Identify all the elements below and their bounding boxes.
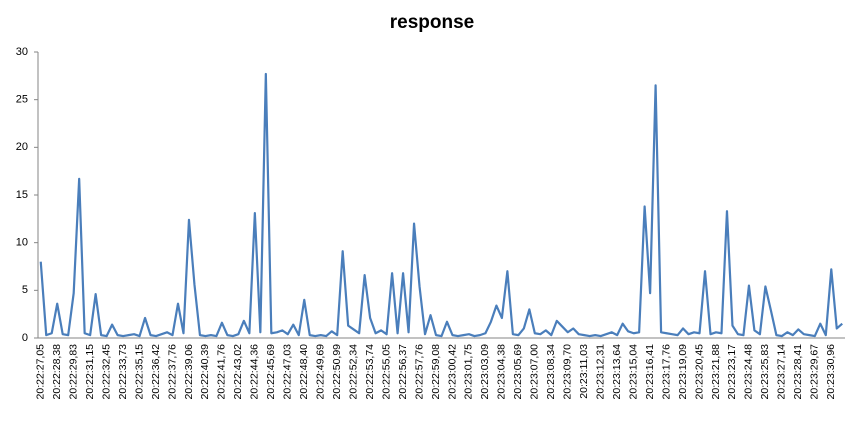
x-tick-label: 20:23:29,67	[809, 344, 821, 400]
x-tick-label: 20:23:11,03	[578, 344, 590, 399]
y-tick-label: 25	[16, 94, 28, 106]
x-tick-label: 20:23:04,38	[496, 344, 508, 400]
x-tick-label: 20:22:41,76	[216, 344, 228, 400]
x-tick-label: 20:22:52,34	[347, 344, 359, 400]
x-tick-label: 20:23:13,64	[611, 344, 623, 400]
x-tick-label: 20:22:35,15	[133, 344, 145, 400]
x-tick-label: 20:23:09,70	[562, 344, 574, 400]
y-tick-label: 20	[16, 141, 28, 153]
x-tick-label: 20:22:48,40	[298, 344, 310, 400]
x-tick-label: 20:22:44,36	[249, 344, 261, 400]
x-tick-label: 20:22:56,37	[397, 344, 409, 400]
x-tick-label: 20:22:31,15	[84, 344, 96, 400]
y-tick-label: 0	[22, 332, 28, 344]
y-tick-label: 10	[16, 237, 28, 249]
x-tick-label: 20:22:28,38	[51, 344, 63, 400]
x-tick-label: 20:22:33,73	[117, 344, 129, 400]
x-tick-label: 20:23:30,96	[825, 344, 837, 400]
x-tick-label: 20:23:00,42	[446, 344, 458, 400]
x-tick-label: 20:22:27,05	[35, 344, 47, 400]
y-tick-label: 30	[16, 46, 28, 58]
y-tick-label: 15	[16, 189, 28, 201]
x-tick-label: 20:23:19,09	[677, 344, 689, 400]
x-tick-label: 20:23:05,69	[512, 344, 524, 400]
x-tick-label: 20:23:07,00	[529, 344, 541, 400]
x-tick-label: 20:23:16,41	[644, 344, 656, 400]
x-tick-label: 20:22:49,69	[315, 344, 327, 400]
x-tick-label: 20:22:45,69	[265, 344, 277, 400]
x-tick-label: 20:23:28,41	[792, 344, 804, 400]
x-tick-label: 20:22:50,99	[331, 344, 343, 400]
y-tick-label: 5	[22, 284, 28, 296]
x-tick-label: 20:22:40,39	[199, 344, 211, 400]
x-tick-label: 20:23:15,04	[627, 344, 639, 400]
x-tick-label: 20:23:23,17	[726, 344, 738, 400]
x-tick-label: 20:23:21,88	[710, 344, 722, 400]
x-tick-label: 20:22:57,76	[413, 344, 425, 400]
x-tick-label: 20:23:27,14	[776, 344, 788, 400]
x-tick-label: 20:23:24,48	[743, 344, 755, 400]
x-tick-label: 20:23:25,83	[759, 344, 771, 400]
x-tick-label: 20:22:53,74	[364, 344, 376, 400]
chart-title: response	[390, 12, 474, 33]
x-tick-label: 20:23:12,31	[594, 344, 606, 400]
x-tick-label: 20:22:47,03	[282, 344, 294, 400]
x-tick-label: 20:22:55,05	[380, 344, 392, 400]
x-tick-label: 20:23:20,45	[693, 344, 705, 400]
x-tick-label: 20:23:17,76	[660, 344, 672, 400]
x-tick-label: 20:23:03,09	[479, 344, 491, 400]
x-tick-label: 20:22:59,08	[430, 344, 442, 400]
line-series	[39, 72, 843, 338]
x-tick-label: 20:23:08,34	[545, 344, 557, 400]
x-tick-label: 20:22:37,76	[166, 344, 178, 400]
x-tick-label: 20:22:29,83	[67, 344, 79, 400]
x-tick-label: 20:22:32,45	[100, 344, 112, 400]
x-tick-label: 20:23:01,75	[463, 344, 475, 400]
x-tick-label: 20:22:39,06	[183, 344, 195, 400]
x-tick-label: 20:22:36,42	[150, 344, 162, 400]
x-tick-label: 20:22:43,02	[232, 344, 244, 400]
